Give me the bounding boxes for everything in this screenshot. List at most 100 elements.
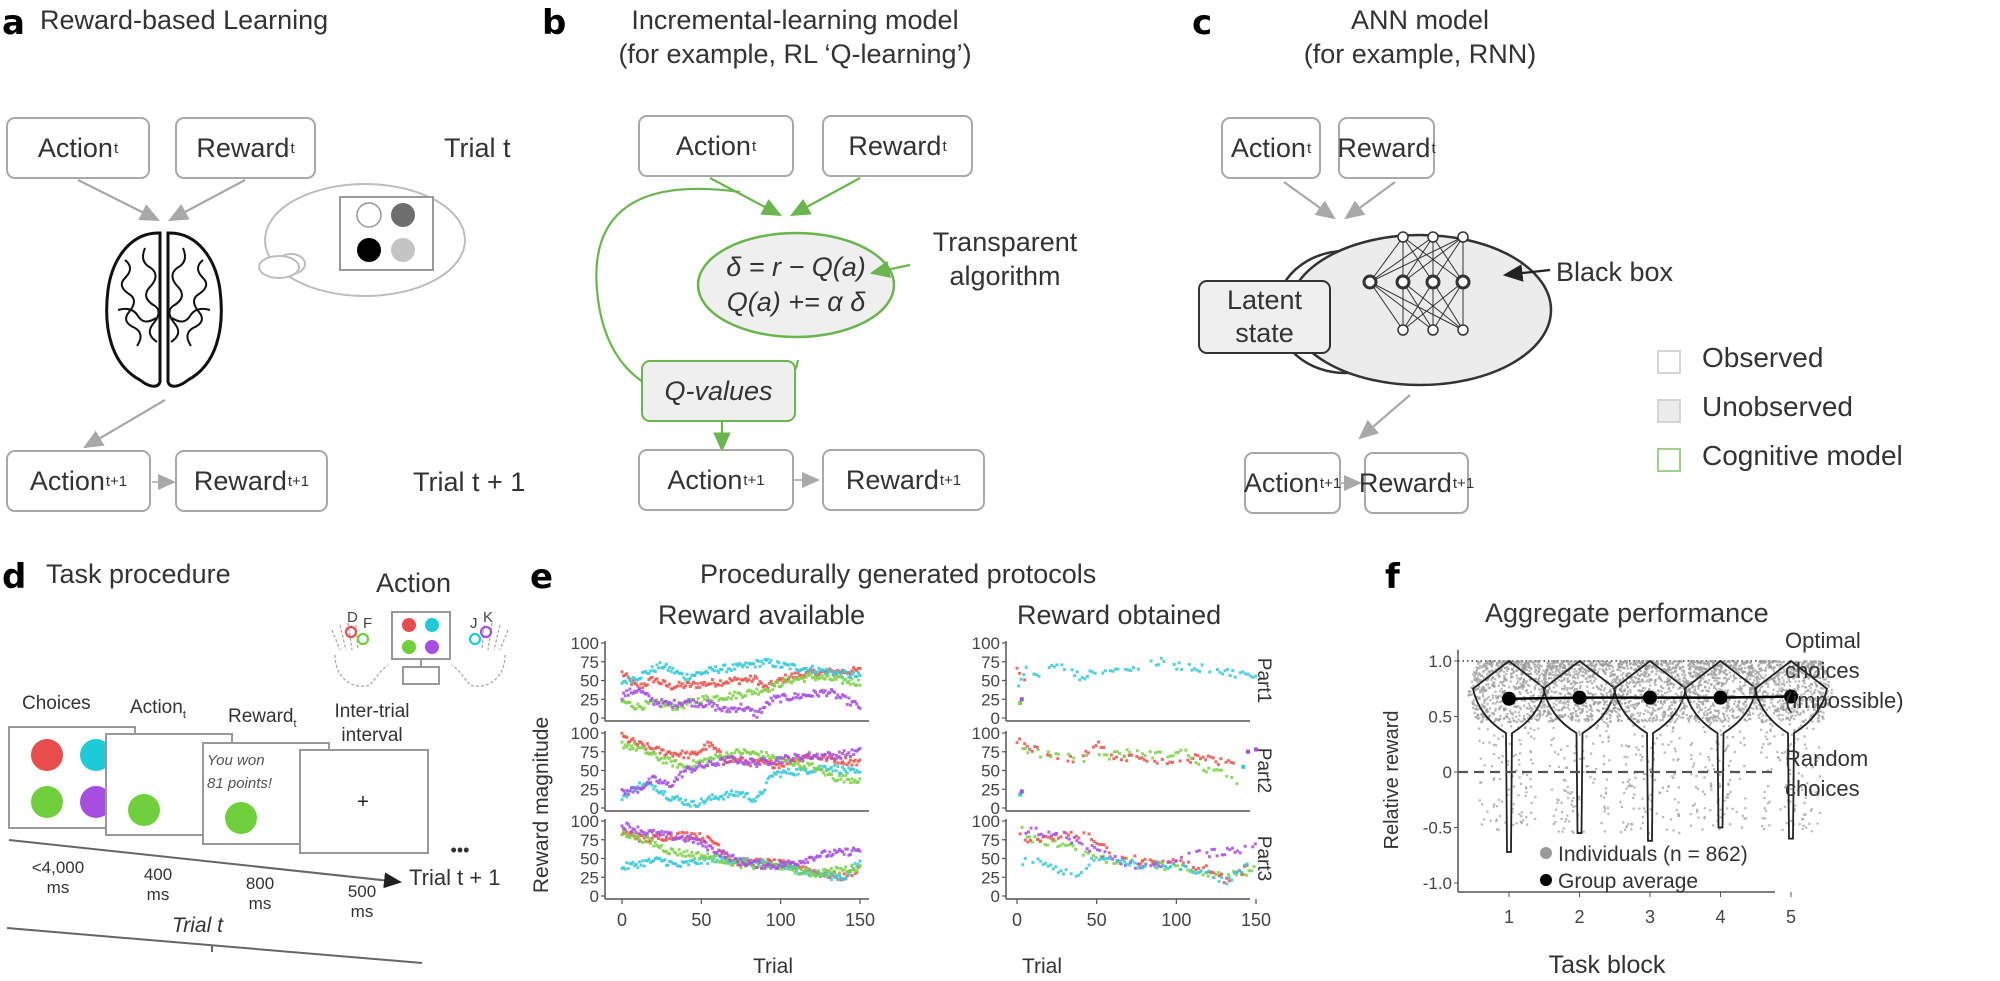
- data-point-green: [739, 866, 743, 870]
- data-point-purple: [763, 758, 767, 762]
- data-point-green: [739, 752, 743, 756]
- data-point-green: [725, 751, 729, 755]
- data-point-red: [687, 835, 691, 839]
- data-point-cyan: [655, 856, 659, 860]
- data-point-green: [802, 680, 806, 684]
- individual-point: [1697, 682, 1701, 685]
- data-point-purple: [760, 711, 764, 715]
- individual-point: [1620, 697, 1624, 700]
- data-point-purple: [1233, 850, 1237, 854]
- individual-point: [1573, 680, 1576, 684]
- data-point-purple: [739, 857, 743, 861]
- individual-point: [1499, 694, 1502, 698]
- individual-point: [1655, 673, 1658, 676]
- data-point-green: [1176, 750, 1180, 754]
- data-point-red: [847, 761, 851, 765]
- data-point-cyan: [1056, 871, 1060, 875]
- data-point-red: [688, 752, 692, 756]
- data-point-purple: [693, 837, 697, 841]
- data-point-green: [774, 680, 778, 684]
- data-point-cyan: [695, 804, 699, 808]
- y-tick-label: 100: [972, 812, 1000, 831]
- individual-point: [1494, 717, 1498, 720]
- individual-point: [1722, 712, 1725, 715]
- individual-point: [1532, 715, 1535, 718]
- data-point-green: [696, 761, 700, 765]
- data-point-cyan: [1079, 871, 1083, 875]
- subscript: t: [751, 137, 757, 155]
- data-point-purple: [729, 706, 733, 710]
- data-point-green: [820, 768, 824, 772]
- data-point-purple: [828, 751, 832, 755]
- data-point-cyan: [1046, 864, 1050, 868]
- individual-point: [1571, 830, 1574, 833]
- algorithm-equations: δ = r − Q(a) Q(a) += α δ: [700, 250, 892, 320]
- individual-point: [1656, 693, 1659, 696]
- individual-point: [1558, 715, 1561, 718]
- data-point-green: [737, 860, 741, 864]
- data-point-cyan: [753, 799, 757, 803]
- data-point-purple: [663, 779, 667, 783]
- data-point-purple: [734, 709, 738, 713]
- individual-point: [1572, 670, 1575, 673]
- data-point-purple: [752, 859, 756, 863]
- data-point-green: [1072, 756, 1076, 760]
- data-point-green: [848, 682, 852, 686]
- individual-point: [1510, 675, 1513, 678]
- individual-point: [1621, 663, 1624, 666]
- data-point-green: [703, 757, 707, 761]
- data-point-red: [647, 745, 651, 749]
- data-point-cyan: [790, 864, 794, 868]
- data-point-cyan: [704, 799, 708, 803]
- individual-point: [1662, 667, 1665, 671]
- chosen-option-circle: [128, 794, 160, 826]
- data-point-red: [726, 681, 730, 685]
- data-point-red: [739, 678, 743, 682]
- individual-point: [1641, 700, 1644, 703]
- individual-point: [1602, 689, 1606, 692]
- individual-point: [1536, 713, 1540, 716]
- data-point-cyan: [836, 878, 840, 882]
- individual-point: [1674, 670, 1678, 673]
- data-point-cyan: [1103, 669, 1107, 673]
- individual-point: [1557, 669, 1560, 672]
- data-point-cyan: [1113, 667, 1117, 671]
- b-action-t-label: Action: [675, 130, 751, 161]
- individual-point: [1689, 675, 1692, 678]
- data-point-purple: [690, 837, 694, 841]
- data-point-green: [712, 695, 716, 699]
- individual-point: [1497, 798, 1501, 801]
- individual-point: [1644, 709, 1647, 712]
- individual-point: [1638, 669, 1642, 672]
- data-point-cyan: [1091, 670, 1095, 674]
- data-point-purple: [701, 844, 705, 848]
- individual-point: [1580, 665, 1583, 668]
- data-point-cyan: [858, 770, 862, 774]
- individual-point: [1538, 714, 1542, 717]
- data-point-cyan: [737, 791, 741, 795]
- individual-point: [1525, 665, 1529, 668]
- data-point-purple: [758, 861, 762, 865]
- data-point-cyan: [674, 670, 678, 674]
- individual-point: [1719, 719, 1722, 722]
- individual-point: [1717, 683, 1720, 686]
- data-point-red: [1051, 837, 1055, 841]
- individual-point: [1509, 725, 1513, 728]
- data-point-red: [780, 764, 784, 768]
- data-point-purple: [1220, 853, 1224, 857]
- data-point-green: [1067, 752, 1071, 756]
- individual-point: [1673, 773, 1676, 776]
- data-point-purple: [826, 750, 830, 754]
- individual-point: [1563, 666, 1567, 670]
- data-point-green: [631, 831, 635, 835]
- individual-point: [1505, 679, 1508, 682]
- data-point-green: [726, 696, 730, 700]
- individual-point: [1594, 663, 1597, 666]
- data-point-cyan: [688, 859, 692, 863]
- data-point-purple: [820, 688, 824, 692]
- data-point-green: [820, 674, 824, 678]
- individual-point: [1687, 689, 1690, 693]
- data-point-cyan: [772, 665, 776, 669]
- data-point-red: [656, 837, 660, 841]
- individual-point: [1566, 785, 1569, 789]
